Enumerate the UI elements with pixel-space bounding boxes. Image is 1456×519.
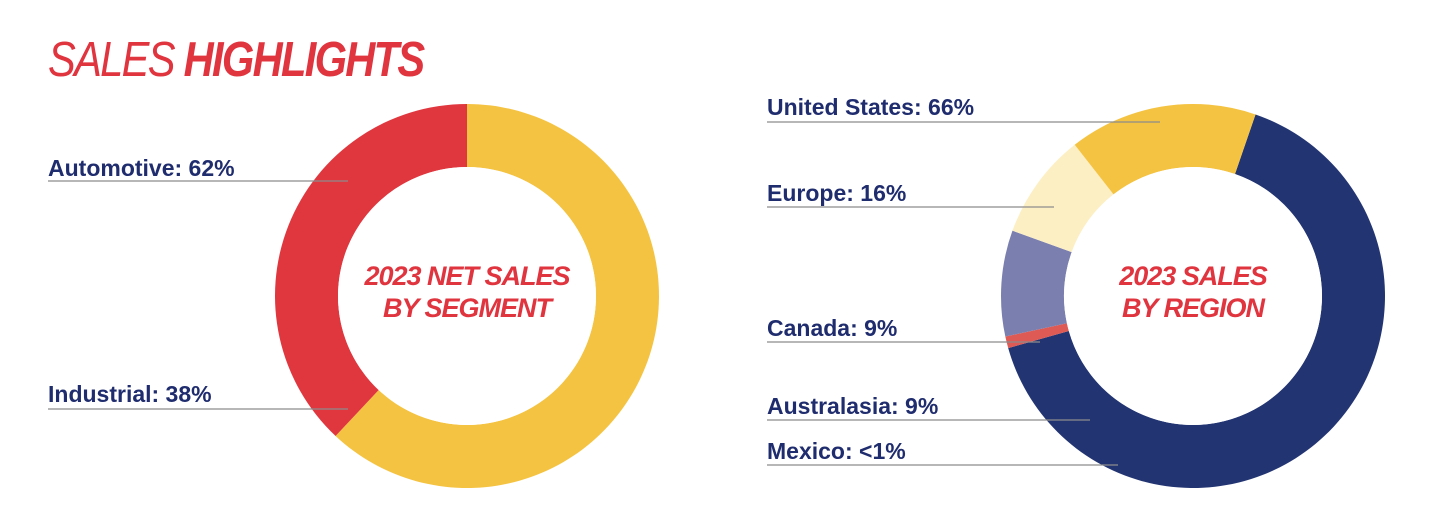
data-label-industrial: Industrial: 38% bbox=[48, 381, 212, 407]
donut-hole bbox=[1064, 167, 1322, 425]
center-title-line: 2023 SALES bbox=[1118, 261, 1268, 291]
data-label-europe: Europe: 16% bbox=[767, 180, 906, 206]
slice-united-states bbox=[1008, 114, 1386, 489]
center-title-line: 2023 NET SALES bbox=[363, 261, 570, 291]
page-heading: SALES HIGHLIGHTS bbox=[48, 33, 426, 87]
data-label-canada: Canada: 9% bbox=[767, 315, 897, 341]
slice-europe bbox=[1074, 104, 1256, 195]
center-title-line: BY REGION bbox=[1122, 293, 1266, 323]
heading-bold-word: HIGHLIGHTS bbox=[183, 33, 426, 87]
heading-light-word: SALES bbox=[48, 33, 175, 87]
slice-canada bbox=[1012, 144, 1114, 253]
slice-automotive bbox=[335, 104, 660, 489]
donut-hole bbox=[338, 167, 596, 425]
data-label-automotive: Automotive: 62% bbox=[48, 155, 235, 181]
center-title-line: BY SEGMENT bbox=[383, 293, 555, 323]
data-label-australasia: Australasia: 9% bbox=[767, 393, 938, 419]
slice-australasia bbox=[1001, 230, 1072, 337]
slice-industrial bbox=[275, 104, 467, 436]
data-label-united-states: United States: 66% bbox=[767, 94, 974, 120]
data-label-mexico: Mexico: <1% bbox=[767, 438, 906, 464]
